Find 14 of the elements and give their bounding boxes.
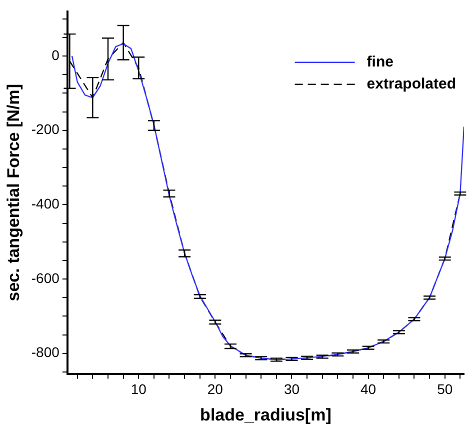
x-tick-label: 40	[360, 381, 376, 398]
x-tick-label: 30	[284, 381, 300, 398]
x-tick-label: 20	[207, 381, 224, 398]
x-axis-title: blade_radius[m]	[200, 405, 332, 424]
legend-label: fine	[366, 54, 394, 71]
legend-label: extrapolated	[366, 76, 456, 93]
y-tick-label: -400	[31, 196, 60, 212]
y-axis-title: sec. tangential Force [N/m]	[4, 84, 23, 302]
y-tick-label: -200	[31, 121, 60, 138]
x-tick-label: 10	[130, 381, 147, 398]
y-tick-label: -800	[31, 344, 60, 360]
x-tick-label: 50	[437, 381, 453, 398]
y-tick-label: 0	[52, 46, 60, 63]
y-tick-label: -600	[31, 270, 60, 286]
